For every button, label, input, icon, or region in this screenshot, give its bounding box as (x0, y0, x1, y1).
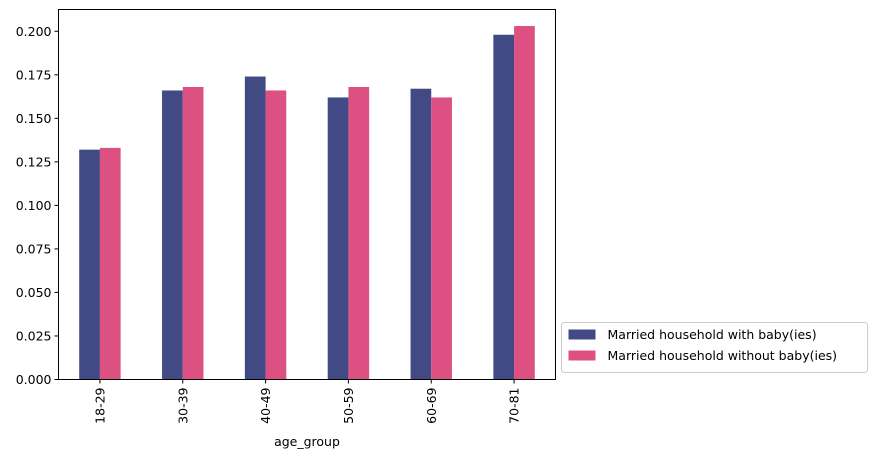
y-tick-label: 0.075 (16, 241, 52, 256)
y-tick-label: 0.025 (16, 328, 52, 343)
x-tick-label: 30-39 (175, 387, 190, 423)
y-axis: 0.000 0.025 0.050 0.075 0.100 0.125 0.150 0.175… (16, 24, 59, 387)
x-axis: 18-29 30-39 40-49 50-59 60-69 70-81 (92, 379, 522, 424)
legend-label: Married household without baby(ies) (608, 348, 838, 363)
x-tick-label: 50-59 (341, 387, 356, 423)
bar-18-29-series-1 (79, 149, 100, 380)
plot-frame (58, 9, 556, 380)
y-tick-label: 0.050 (16, 285, 52, 300)
x-tick-label: 40-49 (258, 387, 273, 423)
bar-60-69-series-1 (410, 88, 432, 380)
x-tick-label: 70-81 (507, 388, 522, 424)
y-tick-label: 0.100 (16, 198, 52, 213)
y-tick-label: 0.000 (16, 372, 52, 387)
bar-50-59-series-2 (348, 86, 370, 380)
bar-18-29-series-2 (99, 147, 121, 380)
y-tick-label: 0.150 (16, 111, 52, 126)
x-tick-label: 60-69 (424, 387, 439, 423)
bar-40-49-series-2 (265, 90, 287, 380)
bar-30-39-series-2 (182, 86, 204, 380)
legend-label: Married household with baby(ies) (608, 327, 817, 342)
bars-layer (79, 26, 535, 380)
legend-swatch (568, 329, 596, 340)
legend-swatch (568, 350, 596, 361)
legend: Married household with baby(ies) Married … (561, 322, 868, 373)
x-tick-label: 18-29 (92, 387, 107, 423)
y-tick-label: 0.125 (16, 154, 52, 169)
bar-50-59-series-1 (327, 97, 349, 380)
bar-40-49-series-1 (244, 76, 266, 380)
y-tick-label: 0.200 (16, 24, 52, 39)
bar-30-39-series-1 (162, 90, 183, 380)
legend-frame (561, 322, 868, 373)
y-tick-label: 0.175 (16, 67, 52, 82)
bar-70-81-series-2 (514, 26, 535, 380)
bar-70-81-series-1 (493, 34, 515, 380)
bar-60-69-series-2 (431, 97, 452, 380)
x-axis-title: age_group (274, 434, 340, 449)
